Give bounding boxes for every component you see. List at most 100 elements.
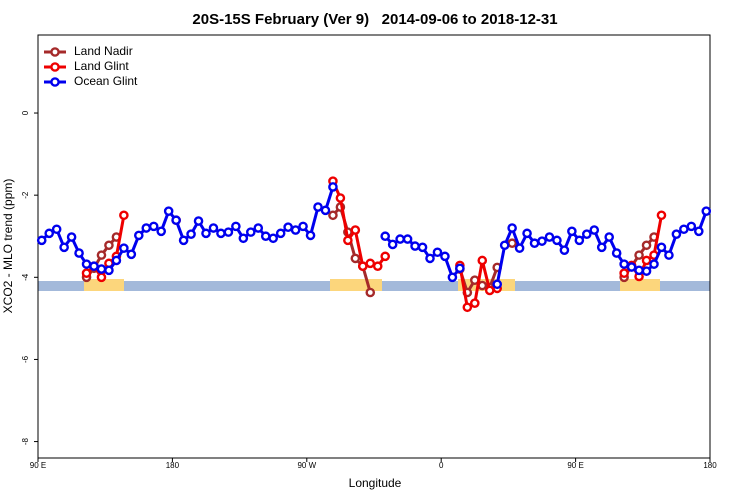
y-tick-label: -2 <box>21 191 30 199</box>
point <box>357 261 368 272</box>
point <box>119 210 129 221</box>
x-tick-label: 180 <box>166 461 180 470</box>
point <box>298 221 308 232</box>
point <box>81 268 92 278</box>
legend-label: Ocean Glint <box>74 74 138 88</box>
point <box>634 250 644 260</box>
point <box>537 236 547 246</box>
point <box>559 245 570 255</box>
point <box>619 268 629 278</box>
point <box>186 229 196 239</box>
point <box>283 222 293 232</box>
point <box>96 264 107 274</box>
point <box>507 223 517 233</box>
point <box>440 251 450 262</box>
point <box>372 261 383 272</box>
point <box>328 182 338 192</box>
point <box>126 249 137 260</box>
point <box>477 255 488 266</box>
x-tick-label: 90 E <box>30 461 46 470</box>
point <box>387 239 398 250</box>
point <box>268 233 279 244</box>
point <box>582 229 592 239</box>
land-band <box>330 279 382 291</box>
point <box>141 223 152 233</box>
point <box>350 253 361 264</box>
y-tick-label: -4 <box>21 273 30 281</box>
point <box>133 230 144 241</box>
point <box>290 225 301 235</box>
point <box>619 259 629 269</box>
point <box>350 225 361 235</box>
point <box>552 235 562 246</box>
point <box>148 221 159 232</box>
point <box>365 287 376 298</box>
point <box>238 233 249 244</box>
x-tick-label: 0 <box>439 461 444 470</box>
point <box>275 228 286 239</box>
point <box>104 265 114 276</box>
point <box>111 255 122 266</box>
land-band <box>620 279 660 291</box>
point <box>163 206 174 216</box>
point <box>216 228 226 239</box>
point <box>119 243 129 253</box>
point <box>89 261 99 272</box>
x-axis-label: Longitude <box>349 476 402 490</box>
point <box>253 223 264 233</box>
point <box>201 228 211 239</box>
point <box>701 206 712 216</box>
point <box>74 248 84 258</box>
point <box>686 221 697 232</box>
point <box>44 228 55 239</box>
point <box>380 251 391 262</box>
point <box>679 224 689 235</box>
point <box>96 272 107 283</box>
y-tick-label: -6 <box>21 355 30 363</box>
point <box>694 226 704 237</box>
y-tick-label: 0 <box>21 110 30 115</box>
point <box>641 255 652 266</box>
point <box>343 235 353 246</box>
point <box>231 221 241 232</box>
point <box>171 215 181 226</box>
point <box>671 229 682 239</box>
point <box>664 250 674 260</box>
point <box>365 258 376 269</box>
point <box>395 234 405 244</box>
legend-marker <box>50 62 60 72</box>
point <box>567 226 577 237</box>
point <box>604 232 615 242</box>
point <box>156 226 166 237</box>
plot-frame <box>37 34 711 459</box>
point <box>641 240 652 251</box>
legend-label: Land Nadir <box>74 44 133 58</box>
point <box>641 266 652 276</box>
point <box>313 202 323 212</box>
point <box>484 285 495 296</box>
x-tick-label: 90 E <box>567 461 583 470</box>
point <box>522 228 532 239</box>
point <box>59 242 69 253</box>
land-ocean-strip <box>38 279 710 291</box>
point <box>417 242 428 253</box>
point <box>589 225 600 235</box>
y-tick-label: -8 <box>21 437 30 445</box>
chart-title: 20S-15S February (Ver 9) 2014-09-06 to 2… <box>192 11 557 28</box>
point <box>260 231 271 242</box>
point <box>514 243 525 253</box>
point <box>611 248 622 258</box>
point <box>492 279 503 290</box>
land-band <box>84 279 124 291</box>
point <box>447 272 458 283</box>
point <box>462 302 473 313</box>
point <box>36 235 47 246</box>
legend-label: Land Glint <box>74 59 129 73</box>
point <box>469 298 480 308</box>
point <box>596 242 607 253</box>
point <box>328 210 338 221</box>
point <box>335 193 346 203</box>
point <box>649 259 659 269</box>
